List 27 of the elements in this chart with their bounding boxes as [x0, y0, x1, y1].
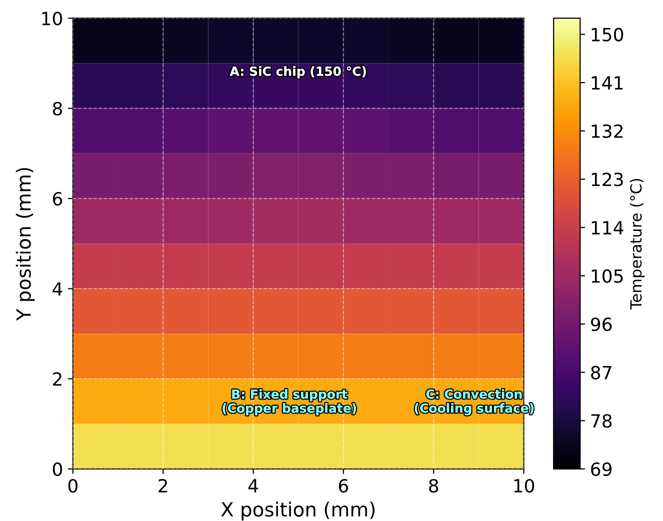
color-bar-label: 105 [592, 269, 623, 283]
annotation: B: Fixed support (Copper baseplate) [222, 389, 356, 416]
x-tick-label: 2 [158, 478, 168, 492]
color-bar-label: 87 [591, 366, 612, 380]
annotation: A: SiC chip (150 °C) [230, 66, 366, 78]
y-tick-label: 4 [52, 282, 62, 296]
x-tick-label: 6 [338, 478, 348, 493]
y-axis-title: Y position (mm) [16, 168, 35, 321]
x-tick-label: 8 [429, 478, 438, 493]
color-bar-label: 114 [592, 221, 624, 234]
y-tick-label: 8 [52, 102, 62, 116]
color-bar-title: Temperature (°C) [630, 178, 645, 310]
x-axis-title: X position (mm) [221, 502, 375, 520]
color-bar-label: 96 [590, 318, 612, 332]
y-tick-label: 10 [42, 12, 62, 26]
color-bar-label: 150 [592, 28, 624, 42]
y-tick-label: 6 [52, 192, 62, 206]
color-bar-label: 78 [591, 414, 612, 428]
color-bar-label: 69 [591, 462, 612, 476]
x-tick-label: 4 [248, 479, 258, 492]
y-tick-label: 2 [53, 372, 62, 386]
color-bar-label: 141 [592, 76, 623, 90]
color-bar-label: 132 [592, 124, 622, 138]
y-tick-label: 0 [52, 462, 62, 476]
color-bar-label: 123 [592, 172, 623, 186]
x-tick-label: 10 [514, 478, 534, 493]
x-tick-label: 0 [68, 478, 78, 493]
